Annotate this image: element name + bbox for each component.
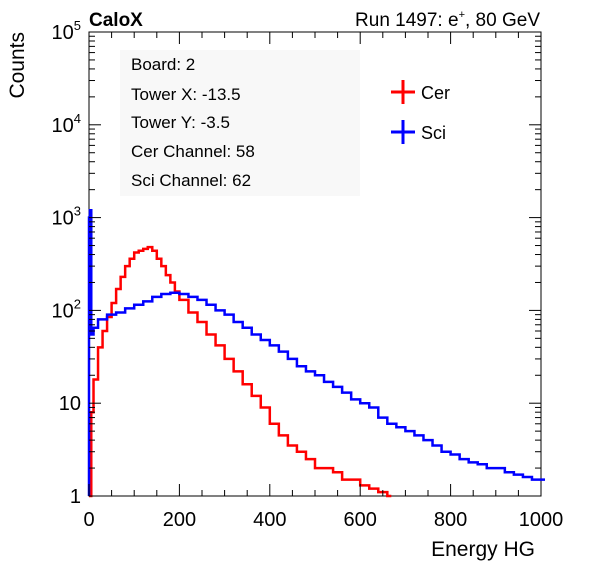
y-tick-label: 103 — [52, 204, 81, 230]
x-axis-label: Energy HG — [431, 538, 535, 561]
info-sci-channel: Sci Channel: 62 — [131, 171, 251, 190]
y-tick-label: 1 — [70, 486, 81, 508]
x-tick-label: 600 — [344, 509, 377, 531]
info-box — [120, 50, 360, 196]
series-sci-line — [87, 209, 545, 496]
x-tick-label: 0 — [83, 509, 94, 531]
y-tick-label: 104 — [52, 111, 81, 137]
info-board: Board: 2 — [131, 55, 195, 74]
y-tick-label: 10 — [59, 393, 81, 415]
legend-sci-label: Sci — [421, 123, 446, 143]
legend: Cer Sci — [391, 80, 450, 144]
series-layer — [87, 209, 545, 498]
info-tower-y: Tower Y: -3.5 — [131, 113, 230, 132]
series-cer-line — [89, 245, 392, 498]
experiment-label: CaloX — [89, 10, 143, 31]
legend-cer-label: Cer — [421, 83, 450, 103]
x-tick-label: 400 — [253, 509, 286, 531]
y-tick-label: 105 — [52, 18, 81, 44]
y-axis-label: Counts — [6, 32, 29, 99]
x-tick-label: 200 — [163, 509, 196, 531]
run-label: Run 1497: e+, 80 GeV — [355, 9, 540, 31]
x-tick-label: 1000 — [519, 509, 564, 531]
y-tick-label: 102 — [52, 296, 81, 322]
info-tower-x: Tower X: -13.5 — [131, 85, 241, 104]
axes-layer: 0 200 400 600 800 1000 1 10 102 103 104 105 — [52, 18, 564, 531]
x-tick-label: 800 — [434, 509, 467, 531]
info-cer-channel: Cer Channel: 58 — [131, 142, 255, 161]
